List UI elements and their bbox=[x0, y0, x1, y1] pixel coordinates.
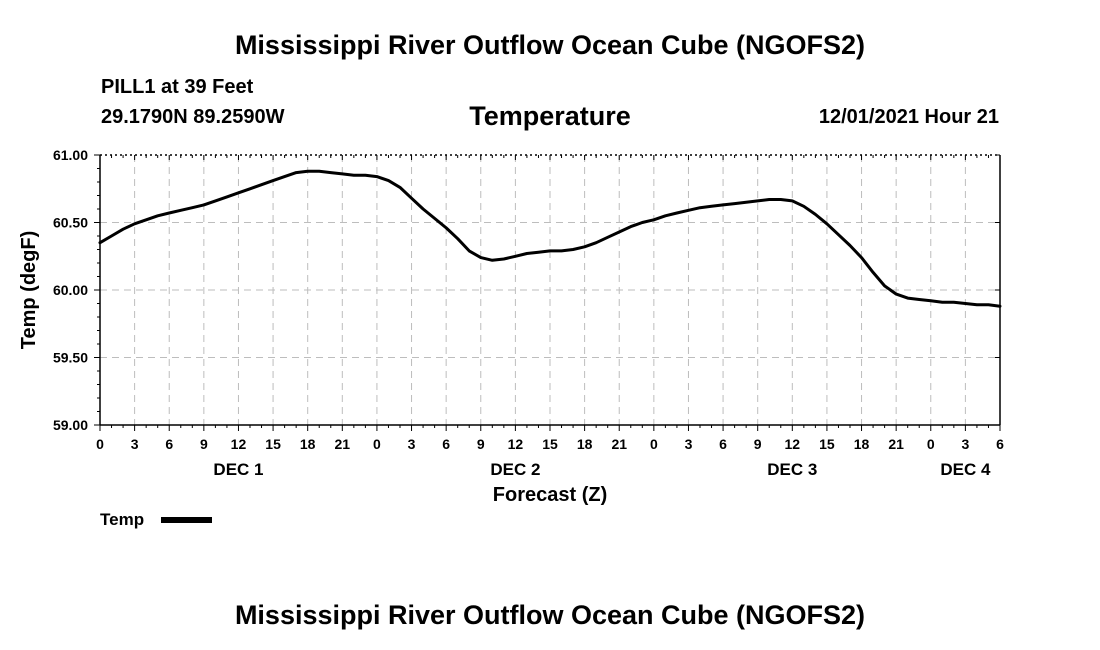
x-tick-label: 6 bbox=[719, 436, 727, 452]
x-tick-label: 12 bbox=[231, 436, 247, 452]
chart-subtitle: Temperature bbox=[469, 101, 631, 131]
x-tick-label: 0 bbox=[650, 436, 658, 452]
y-tick-label: 60.00 bbox=[53, 282, 88, 298]
x-tick-label: 9 bbox=[754, 436, 762, 452]
x-tick-label: 18 bbox=[577, 436, 593, 452]
x-tick-label: 6 bbox=[442, 436, 450, 452]
chart-main-title: Mississippi River Outflow Ocean Cube (NG… bbox=[234, 30, 866, 60]
forecast-datetime: 12/01/2021 Hour 21 bbox=[818, 106, 999, 128]
station-coordinates: 29.1790N 89.2590W bbox=[101, 106, 285, 128]
x-tick-label: 0 bbox=[96, 436, 104, 452]
x-tick-label: 3 bbox=[685, 436, 693, 452]
temp-series-line bbox=[98, 169, 1002, 308]
x-tick-label: 18 bbox=[854, 436, 870, 452]
x-tick-label: 15 bbox=[819, 436, 835, 452]
x-tick-label: 3 bbox=[961, 436, 969, 452]
legend-label: Temp bbox=[100, 510, 144, 529]
x-tick-label: 6 bbox=[165, 436, 173, 452]
x-tick-label: 3 bbox=[131, 436, 139, 452]
x-tick-label: 9 bbox=[477, 436, 485, 452]
x-tick-label: 21 bbox=[335, 436, 351, 452]
x-tick-label: 15 bbox=[265, 436, 281, 452]
x-tick-label: 6 bbox=[996, 436, 1004, 452]
legend-swatch bbox=[161, 517, 212, 523]
x-tick-label: 12 bbox=[785, 436, 801, 452]
y-axis-title: Temp (degF) bbox=[18, 231, 40, 350]
x-tick-label: 21 bbox=[611, 436, 627, 452]
day-label: DEC 3 bbox=[767, 460, 817, 479]
x-axis-title: Forecast (Z) bbox=[493, 484, 607, 506]
y-tick-label: 59.50 bbox=[53, 350, 88, 366]
day-label: DEC 4 bbox=[940, 460, 991, 479]
x-tick-label: 3 bbox=[408, 436, 416, 452]
y-tick-label: 61.00 bbox=[53, 147, 88, 163]
y-tick-label: 59.00 bbox=[53, 417, 88, 433]
x-tick-label: 12 bbox=[508, 436, 524, 452]
day-label: DEC 2 bbox=[490, 460, 540, 479]
x-tick-label: 21 bbox=[888, 436, 904, 452]
y-tick-label: 60.50 bbox=[53, 215, 88, 231]
chart-footer-title: Mississippi River Outflow Ocean Cube (NG… bbox=[234, 600, 866, 630]
x-tick-label: 0 bbox=[927, 436, 935, 452]
x-tick-label: 0 bbox=[373, 436, 381, 452]
x-tick-label: 9 bbox=[200, 436, 208, 452]
station-label: PILL1 at 39 Feet bbox=[101, 76, 254, 98]
x-tick-label: 15 bbox=[542, 436, 558, 452]
day-label: DEC 1 bbox=[213, 460, 263, 479]
x-tick-label: 18 bbox=[300, 436, 316, 452]
